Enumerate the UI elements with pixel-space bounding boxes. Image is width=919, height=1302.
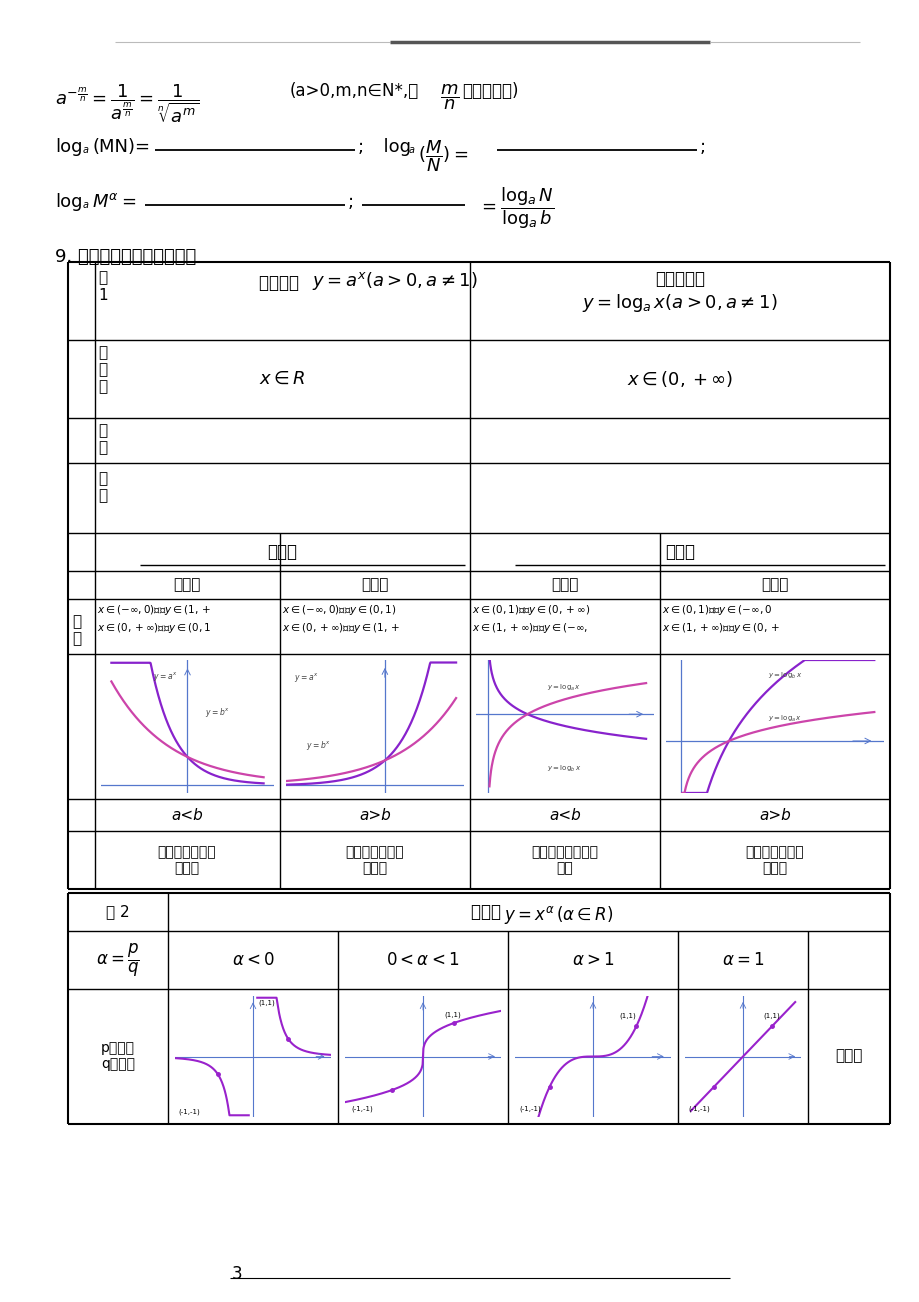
Text: 1: 1 xyxy=(98,288,108,303)
Text: (a>0,m,n∈N*,且: (a>0,m,n∈N*,且 xyxy=(289,82,419,100)
Text: $x\in(-\infty,0)$时，$y\in(0,1)$: $x\in(-\infty,0)$时，$y\in(0,1)$ xyxy=(282,603,396,617)
Text: $=\dfrac{\log_a N}{\log_a b}$: $=\dfrac{\log_a N}{\log_a b}$ xyxy=(478,185,554,230)
Text: (-1,-1): (-1,-1) xyxy=(178,1108,200,1115)
Text: $\alpha=\dfrac{p}{q}$: $\alpha=\dfrac{p}{q}$ xyxy=(96,941,140,979)
Text: $x\in R$: $x\in R$ xyxy=(258,370,305,388)
Text: 域: 域 xyxy=(98,440,107,454)
Text: $x\in(1,+\infty)$时，$y\in(-\infty,$: $x\in(1,+\infty)$时，$y\in(-\infty,$ xyxy=(471,621,587,635)
Text: log: log xyxy=(371,138,411,156)
Text: $\dfrac{m}{n}$: $\dfrac{m}{n}$ xyxy=(439,82,459,112)
Text: $(\dfrac{M}{N})=$: $(\dfrac{M}{N})=$ xyxy=(417,138,468,173)
Text: (-1,-1): (-1,-1) xyxy=(687,1105,709,1112)
Text: 定: 定 xyxy=(98,345,107,359)
Text: 减函数: 减函数 xyxy=(550,578,578,592)
Text: $x\in(-\infty,0)$时，$y\in(1,+$: $x\in(-\infty,0)$时，$y\in(1,+$ xyxy=(96,603,210,617)
Text: ;: ; xyxy=(357,138,364,156)
Text: 过定点: 过定点 xyxy=(664,543,694,561)
Text: $_a$: $_a$ xyxy=(82,142,89,156)
Text: p为奇数
q为奇数: p为奇数 q为奇数 xyxy=(101,1040,135,1072)
Text: a>b: a>b xyxy=(358,807,391,823)
Text: $y=\log_b x$: $y=\log_b x$ xyxy=(547,764,581,773)
Text: (-1,-1): (-1,-1) xyxy=(351,1105,372,1112)
Text: ;: ; xyxy=(347,193,354,211)
Text: $y=x^\alpha\,(\alpha\in R)$: $y=x^\alpha\,(\alpha\in R)$ xyxy=(504,904,613,926)
Text: 奇函数: 奇函数 xyxy=(834,1048,862,1064)
Text: 表 2: 表 2 xyxy=(106,905,130,919)
Text: 增函数: 增函数 xyxy=(761,578,788,592)
Text: 象: 象 xyxy=(98,488,107,503)
Text: 过定点: 过定点 xyxy=(267,543,297,561)
Text: 质: 质 xyxy=(73,631,82,646)
Text: $y=\log_b x$: $y=\log_b x$ xyxy=(766,671,801,681)
Text: $x\in(0,+\infty)$: $x\in(0,+\infty)$ xyxy=(626,368,732,389)
Text: $y=b^x$: $y=b^x$ xyxy=(305,738,330,751)
Text: $y=\log_a x$: $y=\log_a x$ xyxy=(547,682,581,693)
Text: a>b: a>b xyxy=(758,807,790,823)
Text: 表: 表 xyxy=(98,270,107,285)
Text: 幂函数: 幂函数 xyxy=(471,904,506,921)
Text: $\alpha>1$: $\alpha>1$ xyxy=(571,950,614,969)
Text: (1,1): (1,1) xyxy=(445,1012,461,1018)
Text: $M^\alpha=$: $M^\alpha=$ xyxy=(92,193,136,211)
Text: (1,1): (1,1) xyxy=(618,1012,635,1018)
Text: $_a$: $_a$ xyxy=(407,142,415,156)
Text: 指数函数: 指数函数 xyxy=(259,273,304,292)
Text: $y=b^x$: $y=b^x$ xyxy=(205,707,230,720)
Text: 减函数: 减函数 xyxy=(173,578,200,592)
Text: 底数越小越接近坐
标轴: 底数越小越接近坐 标轴 xyxy=(531,845,598,875)
Text: $\alpha=1$: $\alpha=1$ xyxy=(721,950,764,969)
Text: 底数越大越接近
坐标轴: 底数越大越接近 坐标轴 xyxy=(346,845,403,875)
Text: (MN)=: (MN)= xyxy=(93,138,151,156)
Text: $_a$: $_a$ xyxy=(82,197,89,211)
Text: $y=\log_a x$: $y=\log_a x$ xyxy=(766,713,801,724)
Text: $y=a^x$: $y=a^x$ xyxy=(153,671,177,684)
Text: (-1,-1): (-1,-1) xyxy=(518,1105,540,1112)
Text: 9. 初等函数的图象和性质：: 9. 初等函数的图象和性质： xyxy=(55,247,196,266)
Text: 3: 3 xyxy=(232,1266,243,1282)
Text: 为既约分数): 为既约分数) xyxy=(461,82,518,100)
Text: $\alpha<0$: $\alpha<0$ xyxy=(232,950,274,969)
Text: a<b: a<b xyxy=(549,807,580,823)
Text: 增函数: 增函数 xyxy=(361,578,388,592)
Text: 对数数函数: 对数数函数 xyxy=(654,270,704,288)
Text: $y=\log_a x\left(a>0,a\neq1\right)$: $y=\log_a x\left(a>0,a\neq1\right)$ xyxy=(582,292,777,314)
Text: 域: 域 xyxy=(98,379,107,395)
Text: $y=a^x\left(a>0,a\neq1\right)$: $y=a^x\left(a>0,a\neq1\right)$ xyxy=(312,270,477,292)
Text: 性: 性 xyxy=(73,615,82,629)
Text: $x\in(0,1)$时，$y\in(-\infty,0$: $x\in(0,1)$时，$y\in(-\infty,0$ xyxy=(662,603,771,617)
Text: 值: 值 xyxy=(98,423,107,437)
Text: 义: 义 xyxy=(98,362,107,378)
Text: (1,1): (1,1) xyxy=(763,1012,779,1018)
Text: 底数越小越接近
坐标轴: 底数越小越接近 坐标轴 xyxy=(157,845,216,875)
Text: $x\in(0,+\infty)$时，$y\in(0,1$: $x\in(0,+\infty)$时，$y\in(0,1$ xyxy=(96,621,210,635)
Text: 底数越大越接近
坐标轴: 底数越大越接近 坐标轴 xyxy=(745,845,803,875)
Text: 图: 图 xyxy=(98,471,107,486)
Text: $x\in(1,+\infty)$时，$y\in(0,+$: $x\in(1,+\infty)$时，$y\in(0,+$ xyxy=(662,621,779,635)
Text: $x\in(0,1)$时，$y\in(0,+\infty)$: $x\in(0,1)$时，$y\in(0,+\infty)$ xyxy=(471,603,589,617)
Text: a<b: a<b xyxy=(171,807,203,823)
Text: (1,1): (1,1) xyxy=(258,1000,275,1006)
Text: log: log xyxy=(55,193,83,211)
Text: $a^{-\frac{m}{n}}=\dfrac{1}{a^{\frac{m}{n}}}=\dfrac{1}{\sqrt[n]{a^m}}$: $a^{-\frac{m}{n}}=\dfrac{1}{a^{\frac{m}{… xyxy=(55,82,199,125)
Text: $x\in(0,+\infty)$时，$y\in(1,+$: $x\in(0,+\infty)$时，$y\in(1,+$ xyxy=(282,621,400,635)
Text: $y=a^x$: $y=a^x$ xyxy=(293,671,318,684)
Text: $0<\alpha<1$: $0<\alpha<1$ xyxy=(386,950,460,969)
Text: log: log xyxy=(55,138,83,156)
Text: ;: ; xyxy=(699,138,706,156)
